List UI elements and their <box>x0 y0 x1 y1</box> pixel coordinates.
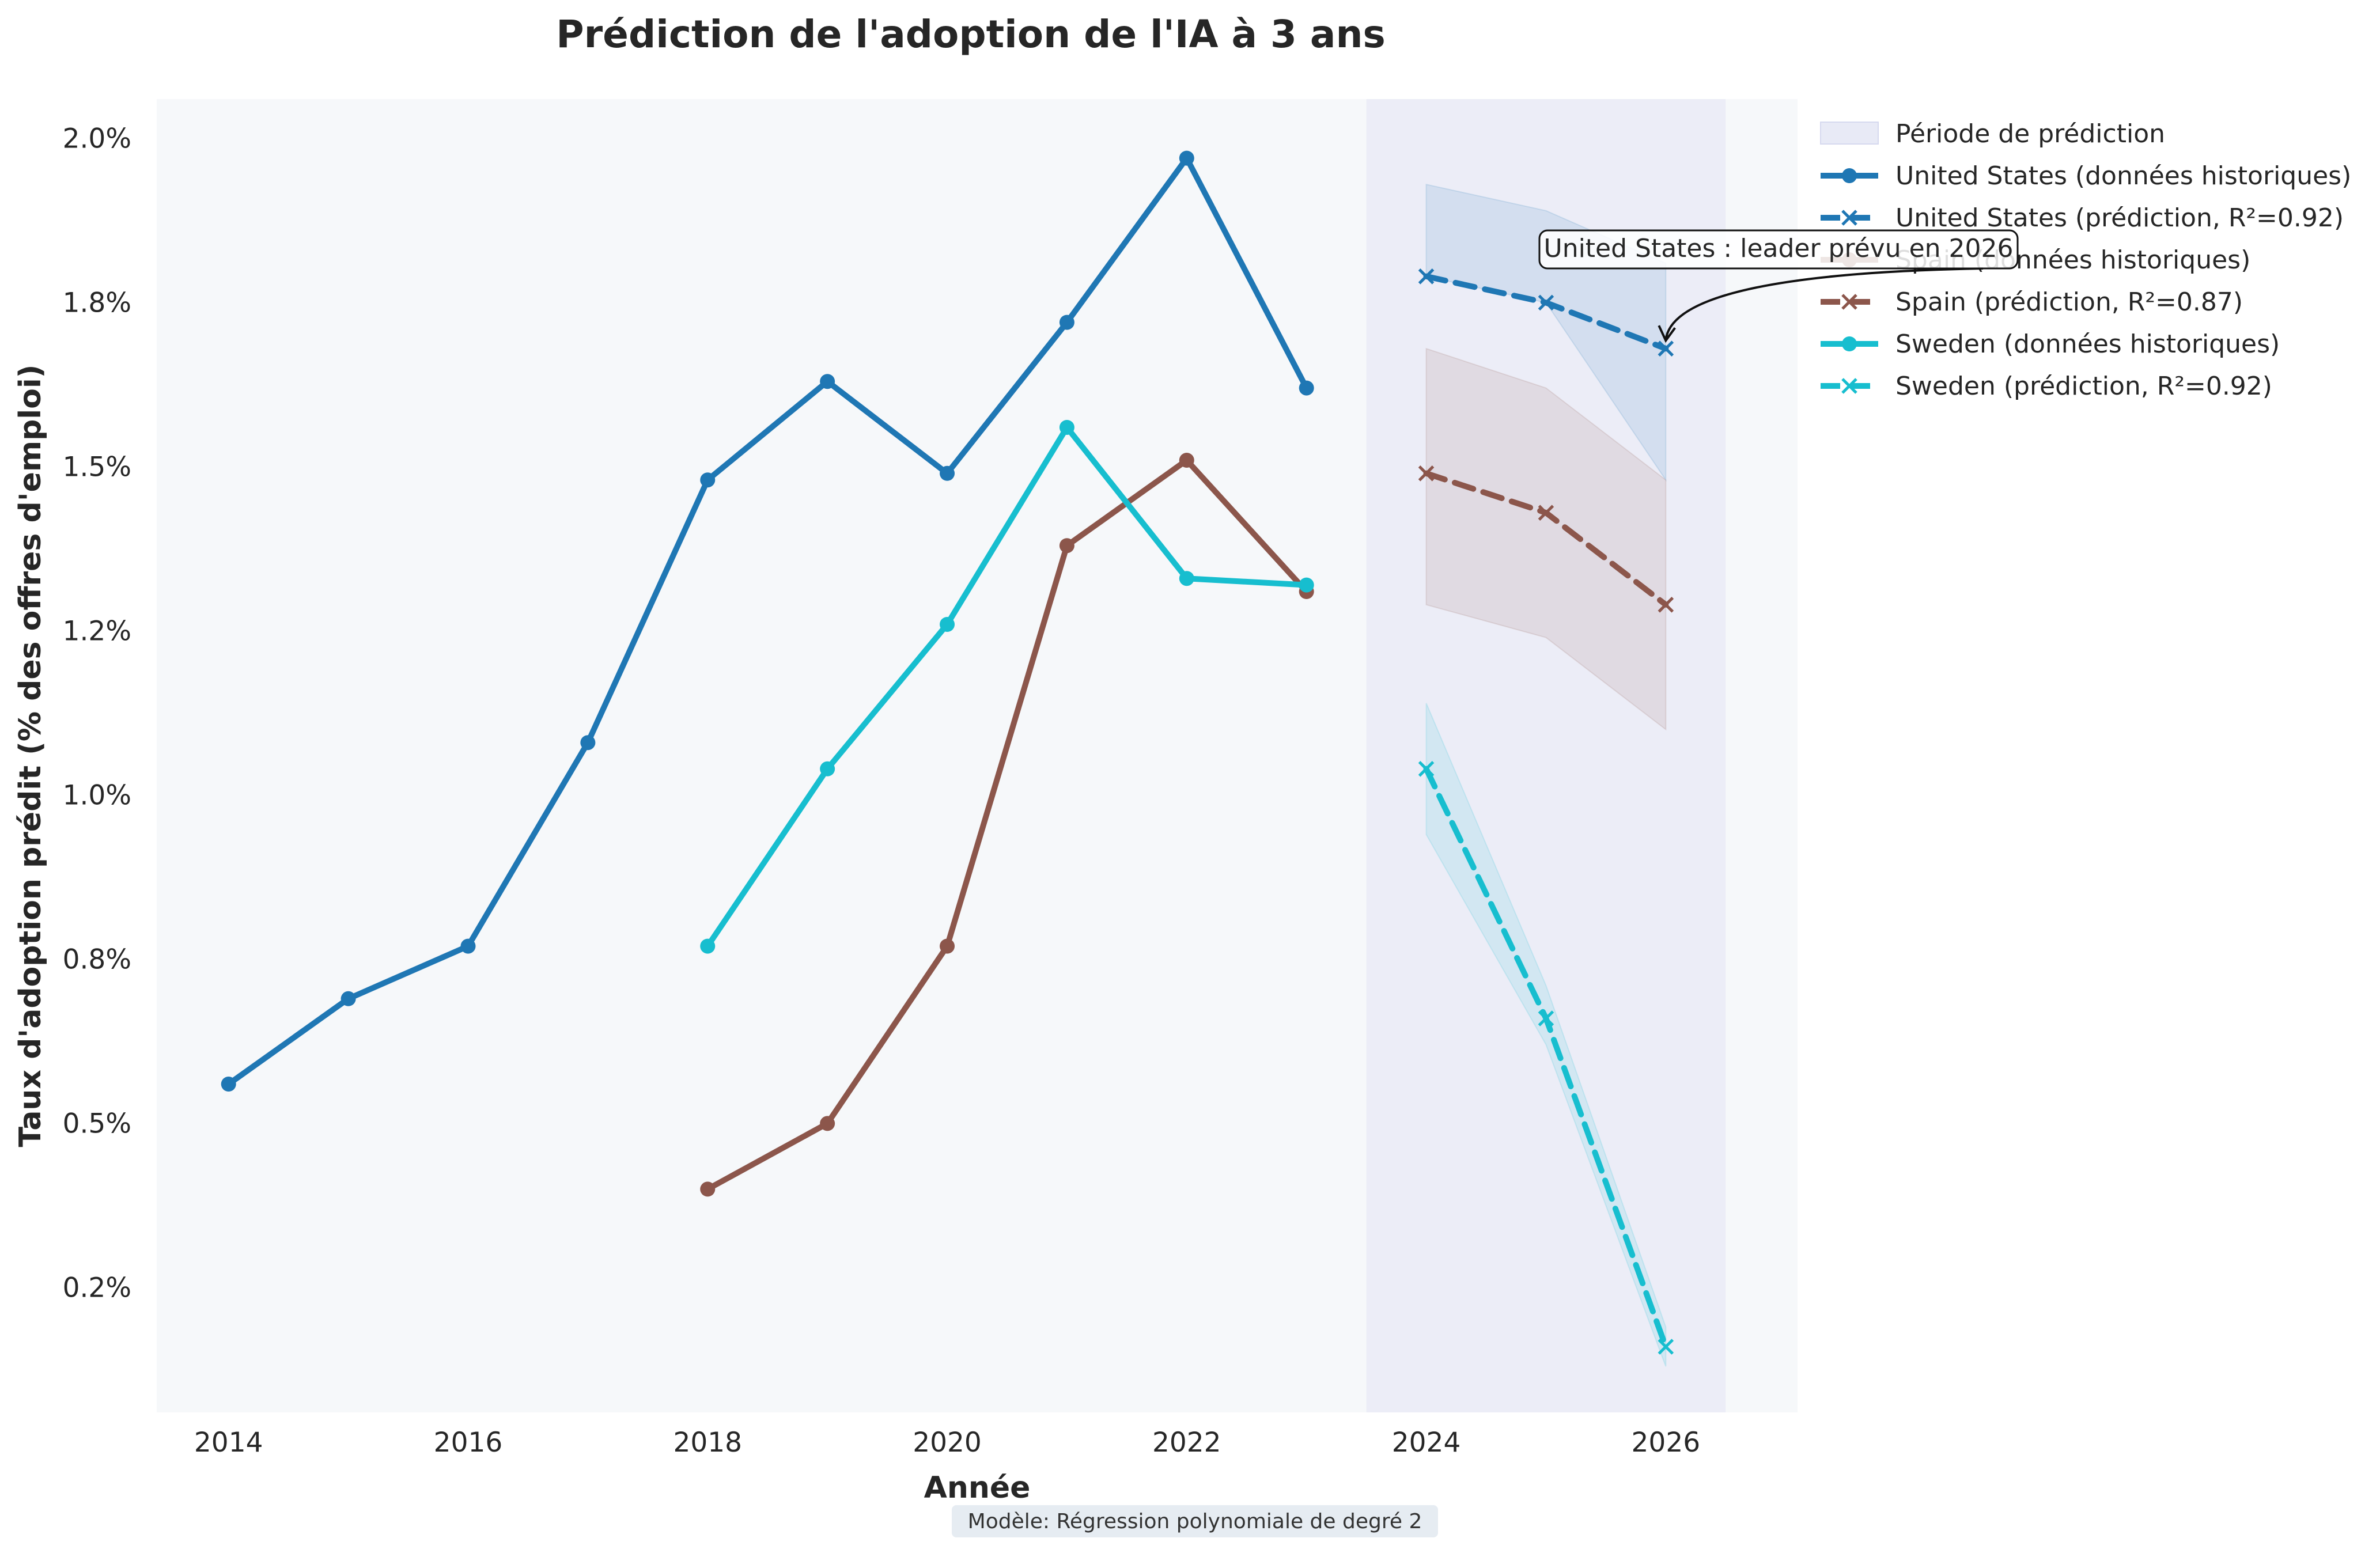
data-point <box>221 1077 236 1092</box>
legend-item: Sweden (prédiction, R²=0.92) <box>1821 372 2272 401</box>
y-tick-label: 0.8% <box>63 944 131 975</box>
data-point <box>1658 340 1674 357</box>
y-tick-label: 1.8% <box>63 287 131 319</box>
legend-marker <box>1841 378 1857 394</box>
legend-label: Période de prédiction <box>1895 119 2165 149</box>
series-united-states-donn-es-historiques <box>221 150 1314 1092</box>
annotation-arrow <box>1664 267 1984 341</box>
legend-marker <box>1842 168 1857 183</box>
legend-swatch <box>1820 122 1879 145</box>
data-point <box>700 938 716 954</box>
legend-item: Spain (prédiction, R²=0.87) <box>1821 287 2243 317</box>
x-tick-label: 2024 <box>1392 1427 1461 1458</box>
legend-label: Sweden (prédiction, R²=0.92) <box>1895 372 2272 401</box>
data-point <box>1179 150 1194 166</box>
x-tick-label: 2016 <box>434 1427 503 1458</box>
data-point <box>1418 268 1435 285</box>
data-point <box>460 938 476 954</box>
y-axis-ticks: 0.2% 0.5% 0.8% 1.0% 1.2% 1.5% 1.8% 2.0% <box>63 123 131 1304</box>
annotation-arrowhead <box>1658 325 1676 343</box>
data-point <box>1299 577 1314 593</box>
legend-marker <box>1842 336 1857 351</box>
data-point <box>1418 761 1435 777</box>
data-point <box>820 761 835 776</box>
data-point <box>1299 380 1314 396</box>
footnote-text: Modèle: Régression polynomiale de degré … <box>968 1510 1422 1533</box>
y-tick-label: 0.2% <box>63 1272 131 1304</box>
x-tick-label: 2018 <box>673 1427 742 1458</box>
data-point <box>1059 420 1074 435</box>
x-axis-ticks: 2014 2016 2018 2020 2022 2024 2026 <box>194 1427 1700 1458</box>
series-sweden-pr-diction-r-0-92 <box>1418 761 1674 1355</box>
annotation: United States : leader prévu en 2026 <box>1538 229 2019 343</box>
legend-label: United States (prédiction, R²=0.92) <box>1895 203 2344 233</box>
legend-label: Spain (prédiction, R²=0.87) <box>1895 287 2243 317</box>
data-point <box>820 1116 835 1131</box>
data-point <box>340 991 356 1006</box>
series-united-states-pr-diction-r-0-92 <box>1418 268 1674 357</box>
data-point <box>580 735 596 751</box>
data-point <box>1179 571 1194 586</box>
footnote: Modèle: Régression polynomiale de degré … <box>952 1505 1438 1537</box>
series-line <box>705 457 1310 1192</box>
ci-band-spain-pr-diction-r-0-87 <box>1425 347 1667 731</box>
x-tick-label: 2022 <box>1152 1427 1221 1458</box>
legend-label: United States (données historiques) <box>1895 161 2351 191</box>
data-point <box>700 472 716 488</box>
x-tick-label: 2026 <box>1632 1427 1701 1458</box>
data-point <box>940 617 955 632</box>
series-sweden-donn-es-historiques <box>700 420 1314 954</box>
y-tick-label: 0.5% <box>63 1108 131 1139</box>
x-axis-label: Année <box>924 1471 1031 1505</box>
legend-marker <box>1841 294 1857 310</box>
annotation-box <box>1538 229 2019 270</box>
data-point <box>1059 315 1074 330</box>
data-point <box>940 465 955 481</box>
legend-item: Période de prédiction <box>1820 119 2165 149</box>
legend-label: Sweden (données historiques) <box>1895 329 2280 359</box>
y-tick-label: 1.2% <box>63 615 131 647</box>
x-tick-label: 2020 <box>913 1427 982 1458</box>
legend-item: United States (prédiction, R²=0.92) <box>1821 203 2344 233</box>
data-point <box>700 1181 716 1197</box>
chart-title: Prédiction de l'adoption de l'IA à 3 ans <box>556 12 1385 56</box>
legend-item: Sweden (données historiques) <box>1821 329 2280 359</box>
y-tick-label: 1.5% <box>63 451 131 483</box>
data-point <box>1658 1339 1674 1355</box>
footnote-box <box>952 1505 1438 1537</box>
data-point <box>1538 294 1554 311</box>
data-point <box>1538 1010 1554 1026</box>
data-point <box>820 374 835 389</box>
series-line <box>705 425 1310 949</box>
y-tick-label: 1.0% <box>63 779 131 811</box>
data-point <box>1418 465 1435 482</box>
y-axis-label: Taux d'adoption prédit (% des offres d'e… <box>13 365 48 1147</box>
legend-item: United States (données historiques) <box>1821 161 2351 191</box>
series-lines <box>221 150 1674 1355</box>
ci-band-sweden-pr-diction-r-0-92 <box>1425 703 1667 1367</box>
data-point <box>1059 538 1074 554</box>
series-spain-pr-diction-r-0-87 <box>1418 465 1674 613</box>
x-tick-label: 2014 <box>194 1427 263 1458</box>
data-point <box>940 938 955 954</box>
series-line <box>225 155 1310 1087</box>
prediction-period-band <box>1366 99 1726 1412</box>
data-point <box>1179 453 1194 468</box>
prediction-period-rect <box>1366 99 1726 1412</box>
data-point <box>1658 597 1674 613</box>
legend-marker <box>1841 210 1857 226</box>
y-tick-label: 2.0% <box>63 123 131 154</box>
data-point <box>1538 505 1554 521</box>
annotation-text: United States : leader prévu en 2026 <box>1543 234 2013 263</box>
